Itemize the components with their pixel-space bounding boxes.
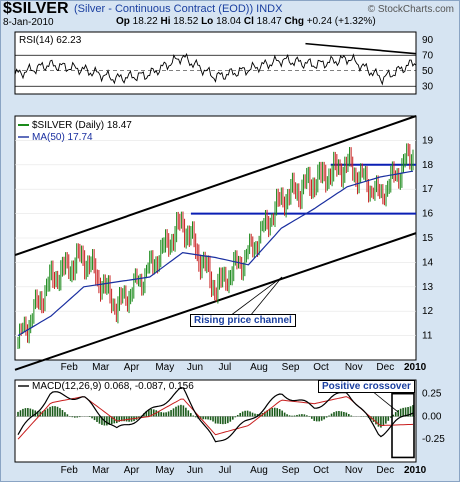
symbol-title: $SILVER — [3, 0, 69, 17]
ma-legend: MA(50) 17.74 — [32, 132, 93, 143]
price-tick-label: 13 — [422, 282, 434, 293]
chg-value: +0.24 (+1.32%) — [306, 16, 376, 27]
month-label: Oct — [313, 362, 329, 373]
rsi-panel: 30 50 70 90 RSI(14) 62.23 — [14, 31, 434, 95]
price-tick-label: 17 — [422, 184, 434, 195]
month-label: Mar — [92, 362, 110, 373]
description-text: (Silver - Continuous Contract (EOD)) — [74, 3, 254, 15]
op-value: 18.22 — [132, 16, 158, 27]
macd-tick-label: 0.00 — [422, 411, 442, 422]
month-label: Apr — [124, 362, 140, 373]
lo-label: Lo — [201, 16, 214, 27]
channel-upper-line — [14, 115, 417, 257]
month-label: Feb — [61, 362, 79, 373]
price-tick-label: 15 — [422, 233, 434, 244]
macd-panel: -0.25 0.00 0.25 MACD(12,26,9) 0.068, -0.087… — [14, 379, 445, 476]
price-tick-label: 18 — [422, 160, 434, 171]
crossover-highlight-box — [391, 392, 415, 459]
price-legend: $SILVER (Daily) 18.47 — [32, 120, 132, 131]
macd-month-label: Jul — [219, 465, 232, 476]
rsi-line — [14, 52, 417, 86]
rsi-tick-label: 50 — [422, 66, 434, 77]
copyright: © StockCharts.com — [367, 4, 454, 15]
op-label: Op — [116, 16, 130, 27]
macd-month-label: Mar — [92, 465, 110, 476]
price-tick-label: 11 — [422, 331, 433, 342]
macd-month-label: Feb — [61, 465, 79, 476]
macd-year-label: 2010 — [404, 465, 427, 476]
month-label: Dec — [376, 362, 394, 373]
month-label: Jun — [187, 362, 203, 373]
ma50-line — [17, 170, 414, 337]
cl-label: Cl — [243, 16, 254, 27]
price-tick-label: 19 — [422, 135, 434, 146]
month-label: Jul — [219, 362, 232, 373]
positive-crossover-label: Positive crossover — [318, 380, 415, 393]
macd-month-label: Apr — [124, 465, 140, 476]
crossover-arrow — [371, 390, 399, 413]
exchange-text: INDX — [256, 3, 283, 15]
month-label: Sep — [282, 362, 300, 373]
macd-tick-label: -0.25 — [422, 434, 445, 445]
macd-month-label: May — [155, 465, 174, 476]
month-label: Aug — [250, 362, 268, 373]
quote-date: 8-Jan-2010 — [3, 17, 54, 28]
lo-value: 18.04 — [216, 16, 242, 27]
chg-label: Chg — [284, 16, 304, 27]
rsi-trendline — [305, 42, 417, 55]
macd-legend: MACD(12,26,9) 0.068, -0.087, 0.156 — [32, 381, 194, 392]
macd-month-label: Oct — [313, 465, 329, 476]
channel-lower-line — [14, 232, 417, 371]
month-label: Nov — [345, 362, 363, 373]
year-label: 2010 — [404, 362, 427, 373]
macd-tick-label: 0.25 — [422, 389, 442, 400]
month-label: May — [155, 362, 174, 373]
cl-value: 18.47 — [256, 16, 282, 27]
macd-month-label: Aug — [250, 465, 268, 476]
price-tick-label: 14 — [422, 257, 434, 268]
hi-label: Hi — [160, 16, 171, 27]
chart-header: $SILVER (Silver - Continuous Contract (E… — [0, 0, 460, 32]
macd-month-label: Nov — [345, 465, 363, 476]
macd-month-label: Jun — [187, 465, 203, 476]
rsi-legend: RSI(14) 62.23 — [19, 35, 82, 46]
annotation-arrow — [229, 276, 283, 317]
macd-month-label: Sep — [282, 465, 300, 476]
rsi-tick-label: 90 — [422, 35, 434, 46]
price-tick-label: 16 — [422, 209, 434, 220]
rising-channel-label: Rising price channel — [190, 314, 296, 327]
symbol-description: (Silver - Continuous Contract (EOD)) IND… — [74, 3, 282, 15]
hi-value: 18.52 — [173, 16, 199, 27]
macd-line — [17, 386, 414, 443]
annotation-arrow — [249, 276, 283, 317]
price-tick-label: 12 — [422, 306, 434, 317]
rsi-tick-label: 70 — [422, 50, 434, 61]
rsi-tick-label: 30 — [422, 81, 434, 92]
rsi-plot-area — [14, 31, 417, 95]
macd-month-label: Dec — [376, 465, 394, 476]
quote-values: Op 18.22 Hi 18.52 Lo 18.04 Cl 18.47 Chg … — [116, 16, 376, 27]
